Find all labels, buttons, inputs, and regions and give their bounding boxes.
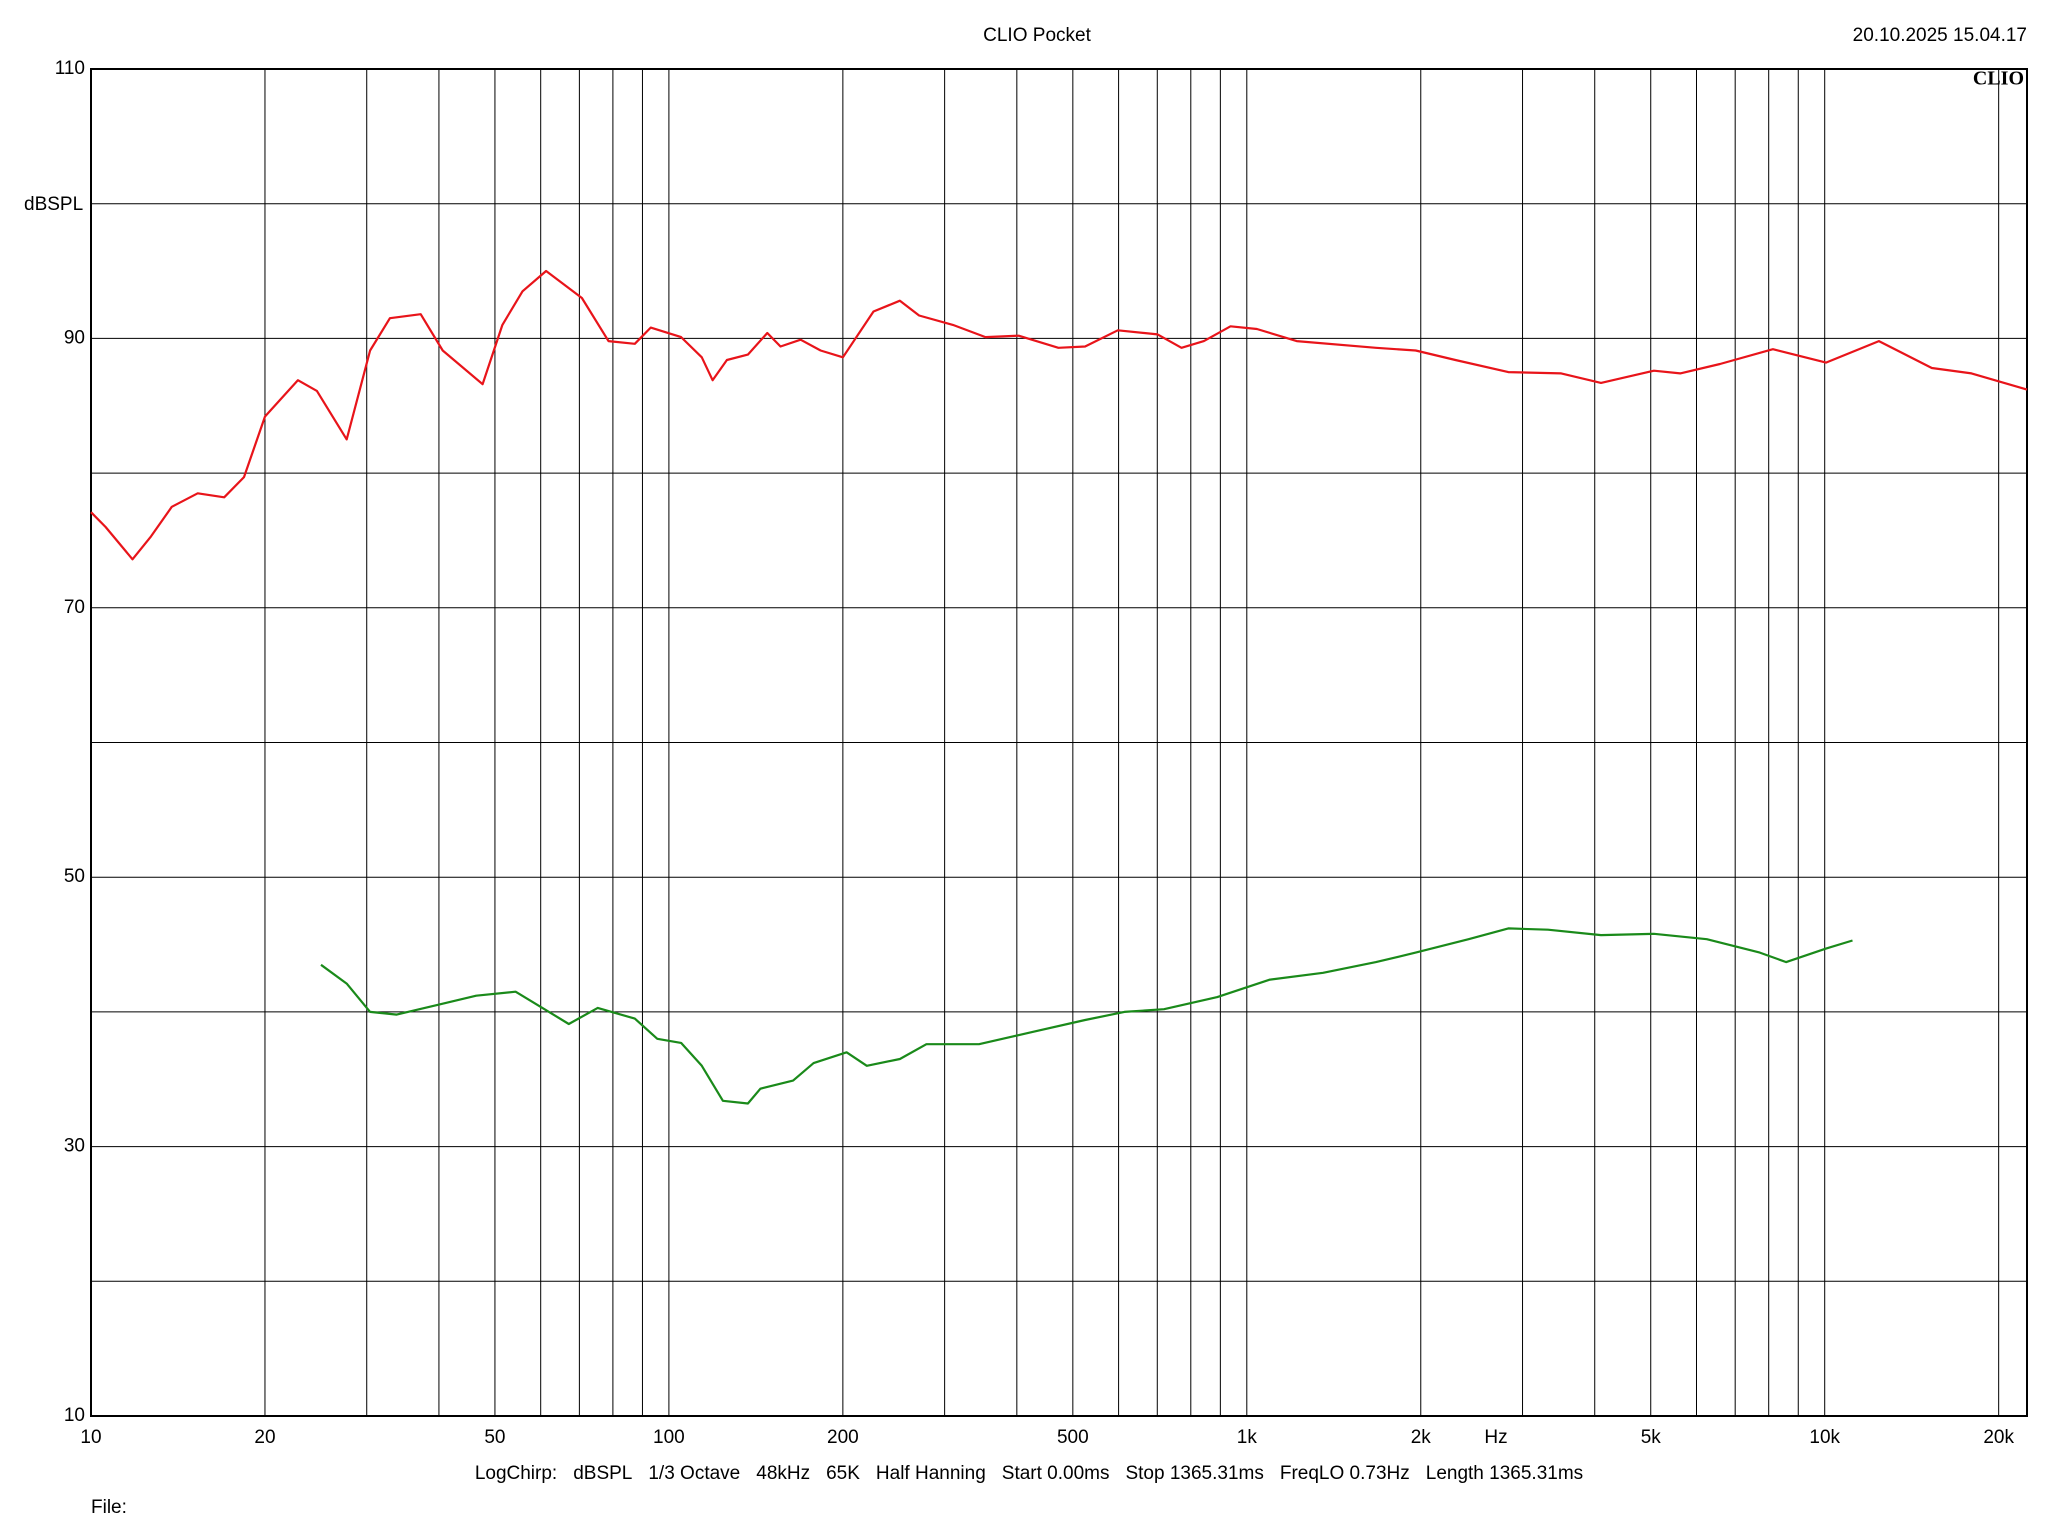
x-tick-label: 5k <box>1641 1427 1662 1448</box>
settings-line: LogChirp: dBSPL 1/3 Octave 48kHz 65K Half Han… <box>475 1463 1583 1484</box>
x-tick-label: 20 <box>254 1427 275 1448</box>
chart-title: CLIO Pocket <box>983 25 1091 46</box>
response-line <box>90 269 2028 561</box>
timestamp: 20.10.2025 15.04.17 <box>1853 25 2027 46</box>
setting: Half Hanning <box>876 1463 986 1484</box>
setting: FreqLO 0.73Hz <box>1280 1463 1410 1484</box>
y-tick-label: 110 <box>55 58 85 79</box>
setting: LogChirp: <box>475 1463 557 1484</box>
x-axis-label: Hz <box>1484 1427 1507 1448</box>
setting: Stop 1365.31ms <box>1125 1463 1263 1484</box>
x-tick-label: 100 <box>653 1427 685 1448</box>
setting: dBSPL <box>573 1463 632 1484</box>
x-tick-label: 50 <box>484 1427 505 1448</box>
setting: 65K <box>826 1463 860 1484</box>
y-tick-label: 90 <box>64 327 85 348</box>
setting: Length 1365.31ms <box>1426 1463 1583 1484</box>
setting: 48kHz <box>756 1463 810 1484</box>
y-tick-label: 70 <box>64 597 85 618</box>
x-tick-label: 500 <box>1057 1427 1089 1448</box>
setting: Start 0.00ms <box>1002 1463 1110 1484</box>
y-tick-label: 10 <box>64 1405 85 1426</box>
x-tick-label: 20k <box>1983 1427 2014 1448</box>
plot-frame <box>90 68 2028 1417</box>
x-tick-label: 10k <box>1809 1427 1840 1448</box>
setting: 1/3 Octave <box>648 1463 740 1484</box>
x-tick-label: 1k <box>1237 1427 1258 1448</box>
y-axis-label: dBSPL <box>24 194 83 215</box>
response-line <box>320 927 1853 1105</box>
x-tick-label: 10 <box>80 1427 101 1448</box>
x-tick-label: 200 <box>827 1427 859 1448</box>
y-tick-label: 30 <box>64 1136 85 1157</box>
x-tick-label: 2k <box>1411 1427 1432 1448</box>
file-label: File: <box>91 1497 127 1518</box>
y-tick-label: 50 <box>64 866 85 887</box>
